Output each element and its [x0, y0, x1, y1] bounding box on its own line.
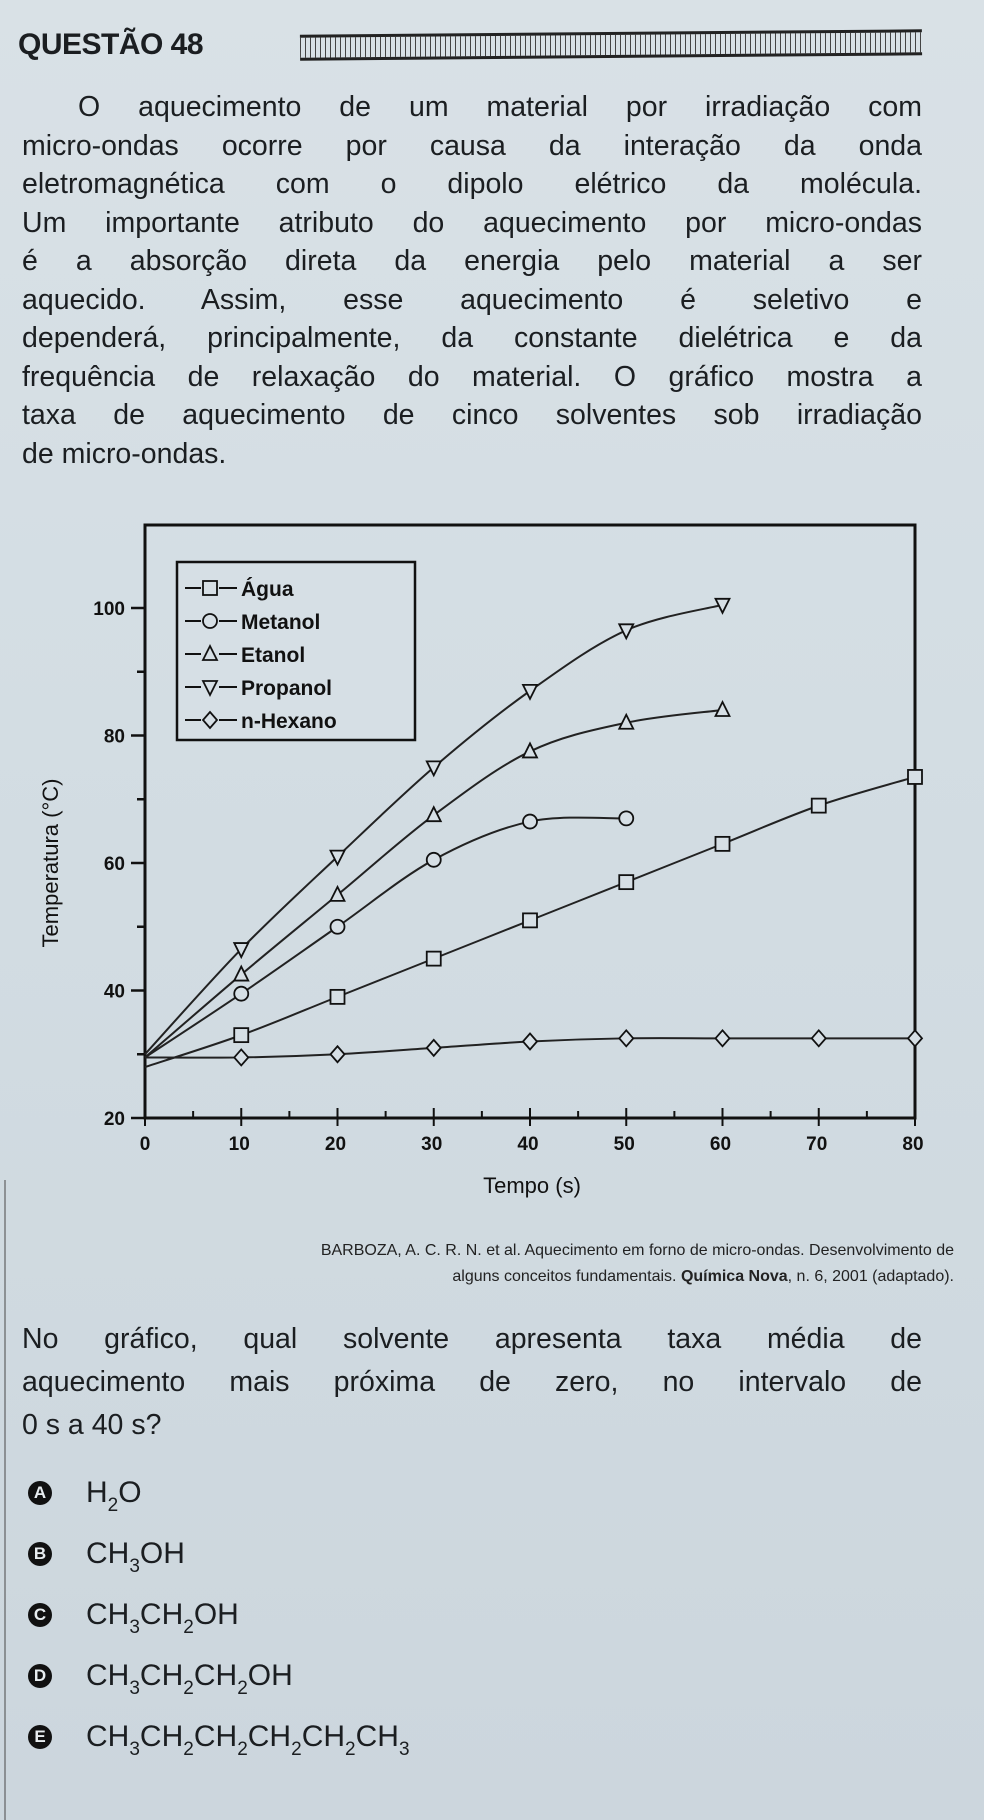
option-formula: CH3OH: [86, 1536, 185, 1577]
x-tick-label: 60: [710, 1134, 731, 1155]
x-axis-label: Tempo (s): [483, 1173, 581, 1198]
option-a[interactable]: A H2O: [28, 1462, 410, 1523]
intro-paragraph: O aquecimento de um material por irradia…: [22, 88, 922, 473]
intro-line: frequência de relaxação do material. O g…: [22, 360, 922, 393]
series-gua: [144, 769, 923, 1068]
question-header: QUESTÃO 48: [18, 24, 958, 64]
citation-text: alguns conceitos fundamentais.: [452, 1268, 681, 1285]
option-e[interactable]: E CH3CH2CH2CH2CH2CH3: [28, 1706, 410, 1767]
square-marker-icon: [202, 580, 218, 596]
intro-line: é a absorção direta da energia pelo mate…: [22, 245, 922, 277]
x-tick-label: 30: [421, 1134, 442, 1155]
option-formula: CH3CH2OH: [86, 1597, 239, 1638]
chart-legend: Água Metanol Etanol Propanol n-Hexano: [175, 560, 417, 742]
option-d[interactable]: D CH3CH2CH2OH: [28, 1645, 410, 1706]
header-decorative-rule: [299, 29, 923, 61]
option-c[interactable]: C CH3CH2OH: [28, 1584, 410, 1645]
series-etanol: [144, 699, 731, 1059]
answer-options: A H2O B CH3OH C CH3CH2OH D CH3CH2CH2OH E CH3CH2CH…: [28, 1462, 410, 1767]
question-stem: No gráfico, qual solvente apresenta taxa…: [22, 1318, 922, 1447]
intro-line: Um importante atributo do aquecimento po…: [22, 206, 922, 239]
x-tick-label: 20: [325, 1134, 346, 1155]
y-tick-label: 100: [93, 599, 125, 620]
y-axis-label: Temperatura (°C): [38, 779, 63, 948]
question-line: 0 s a 40 s?: [22, 1409, 162, 1441]
x-tick-label: 40: [517, 1134, 538, 1155]
y-tick-label: 40: [104, 982, 125, 1003]
intro-line: eletromagnética com o dipolo elétrico da…: [22, 168, 922, 200]
series-metanol: [144, 810, 635, 1059]
page-margin-rule: [4, 1180, 6, 1820]
intro-line: aquecido. Assim, esse aquecimento é sele…: [22, 283, 922, 316]
triangle-up-marker-icon: [201, 643, 219, 661]
legend-label: Água: [241, 578, 294, 601]
question-title: QUESTÃO 48: [18, 28, 204, 61]
y-tick-label: 80: [104, 727, 125, 748]
x-tick-label: 0: [140, 1134, 151, 1155]
intro-line: micro-ondas ocorre por causa da interaçã…: [22, 129, 922, 162]
option-formula: H2O: [86, 1475, 142, 1516]
citation-line-1: BARBOZA, A. C. R. N. et al. Aquecimento …: [320, 1242, 954, 1259]
question-line: aquecimento mais próxima de zero, no int…: [22, 1366, 922, 1398]
intro-line: dependerá, principalmente, da constante …: [22, 322, 922, 354]
citation-text: , n. 6, 2001 (adaptado).: [787, 1268, 954, 1285]
x-tick-label: 50: [614, 1134, 635, 1155]
circle-marker-icon: [202, 613, 218, 629]
question-line: No gráfico, qual solvente apresenta taxa…: [22, 1323, 922, 1355]
legend-label: n-Hexano: [241, 710, 337, 733]
legend-label: Propanol: [241, 677, 332, 700]
option-letter-badge: E: [28, 1724, 52, 1749]
option-letter-badge: B: [28, 1541, 52, 1566]
option-letter-badge: C: [28, 1602, 52, 1627]
line-chart-svg: 20 40 60 80 100 0 10 20 30 40 50 60 70 80 Tempo (s) Tem…: [38, 523, 924, 1198]
x-tick-label: 80: [902, 1134, 923, 1155]
option-b[interactable]: B CH3OH: [28, 1523, 410, 1584]
option-letter-badge: D: [28, 1663, 52, 1688]
option-letter-badge: A: [28, 1480, 52, 1505]
intro-line: de micro-ondas.: [22, 437, 227, 470]
y-tick-label: 60: [104, 854, 125, 875]
y-tick-label: 20: [104, 1109, 125, 1130]
x-tick-label: 70: [806, 1134, 827, 1155]
intro-line: taxa de aquecimento de cinco solventes s…: [22, 399, 922, 431]
intro-line: O aquecimento de um material por irradia…: [78, 91, 922, 123]
series-nhexano: [144, 1028, 924, 1067]
option-formula: CH3CH2CH2CH2CH2CH3: [86, 1719, 410, 1760]
citation-journal: Química Nova: [680, 1268, 788, 1285]
diamond-marker-icon: [201, 710, 219, 730]
legend-label: Metanol: [241, 611, 320, 634]
x-tick-label: 10: [229, 1134, 250, 1155]
temperature-time-chart: 20 40 60 80 100 0 10 20 30 40 50 60 70 80 Tempo (s) Tem…: [30, 520, 970, 1200]
series-propanol: [144, 597, 731, 1055]
option-formula: CH3CH2CH2OH: [86, 1658, 293, 1699]
source-citation: BARBOZA, A. C. R. N. et al. Aquecimento …: [54, 1238, 954, 1290]
legend-label: Etanol: [241, 644, 305, 667]
triangle-down-marker-icon: [201, 680, 219, 698]
citation-line-2: alguns conceitos fundamentais. Química N…: [54, 1264, 954, 1290]
